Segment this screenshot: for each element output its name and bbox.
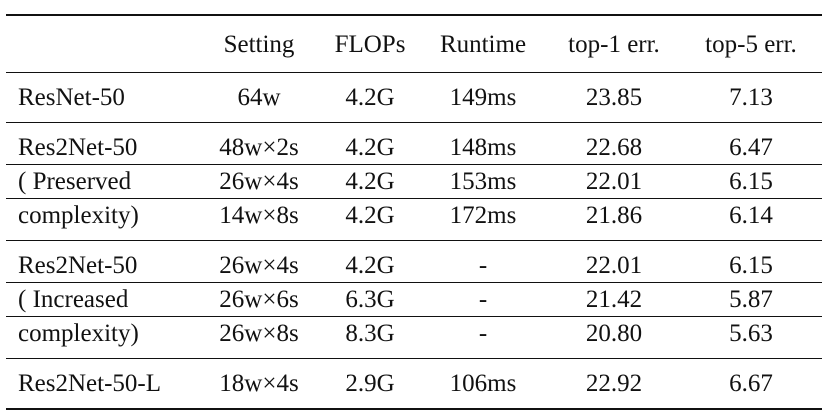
flops-cell: 4.2G [322, 240, 418, 283]
runtime-cell: 153ms [418, 164, 548, 199]
runtime-cell: 148ms [418, 122, 548, 165]
top5-err-cell: 6.15 [680, 240, 822, 283]
top1-err-cell: 22.01 [548, 240, 680, 283]
table-row: Res2Net-50 48w×2s 4.2G 148ms 22.68 6.47 [6, 122, 822, 165]
flops-cell: 4.2G [322, 164, 418, 199]
top1-err-cell: 20.80 [548, 316, 680, 359]
setting-cell: 48w×2s [196, 122, 322, 165]
top1-err-cell: 22.92 [548, 358, 680, 410]
model-cell: complexity) [6, 316, 196, 359]
setting-cell: 26w×4s [196, 164, 322, 199]
top1-err-cell: 21.42 [548, 282, 680, 317]
flops-cell: 8.3G [322, 316, 418, 359]
table-row: ( Preserved 26w×4s 4.2G 153ms 22.01 6.15 [6, 164, 822, 199]
header-row: Setting FLOPs Runtime top-1 err. top-5 e… [6, 14, 822, 73]
top1-err-cell: 22.01 [548, 164, 680, 199]
row-group: Res2Net-50-L 18w×4s 2.9G 106ms 22.92 6.67 [6, 358, 822, 410]
runtime-cell: 106ms [418, 358, 548, 410]
top5-err-cell: 5.87 [680, 282, 822, 317]
model-cell: complexity) [6, 198, 196, 241]
top1-err-cell: 21.86 [548, 198, 680, 241]
top5-err-cell: 6.15 [680, 164, 822, 199]
model-cell: Res2Net-50 [6, 240, 196, 283]
flops-cell: 4.2G [322, 122, 418, 165]
header-model [6, 14, 196, 73]
header-setting: Setting [196, 14, 322, 73]
table-row: ( Increased 26w×6s 6.3G -21.42 5.87 [6, 282, 822, 317]
header-top1-err: top-1 err. [548, 14, 680, 73]
header-runtime: Runtime [418, 14, 548, 73]
table-header: Setting FLOPs Runtime top-1 err. top-5 e… [6, 14, 822, 73]
flops-cell: 4.2G [322, 72, 418, 123]
top1-err-cell: 23.85 [548, 72, 680, 123]
header-flops: FLOPs [322, 14, 418, 73]
runtime-cell: - [418, 240, 548, 283]
model-cell: ( Preserved [6, 164, 196, 199]
top5-err-cell: 7.13 [680, 72, 822, 123]
setting-cell: 26w×4s [196, 240, 322, 283]
flops-cell: 4.2G [322, 198, 418, 241]
header-top5-err: top-5 err. [680, 14, 822, 73]
top5-err-cell: 6.14 [680, 198, 822, 241]
flops-cell: 6.3G [322, 282, 418, 317]
setting-cell: 26w×6s [196, 282, 322, 317]
setting-cell: 64w [196, 72, 322, 123]
table-row: Res2Net-50-L 18w×4s 2.9G 106ms 22.92 6.67 [6, 358, 822, 410]
model-cell: ResNet-50 [6, 72, 196, 123]
top5-err-cell: 6.47 [680, 122, 822, 165]
row-group: Res2Net-50 48w×2s 4.2G 148ms 22.68 6.47( Pres… [6, 122, 822, 241]
runtime-cell: - [418, 282, 548, 317]
table-row: Res2Net-50 26w×4s 4.2G -22.01 6.15 [6, 240, 822, 283]
row-group: Res2Net-50 26w×4s 4.2G -22.01 6.15( Increase… [6, 240, 822, 359]
runtime-cell: 149ms [418, 72, 548, 123]
model-cell: Res2Net-50-L [6, 358, 196, 410]
runtime-cell: - [418, 316, 548, 359]
setting-cell: 18w×4s [196, 358, 322, 410]
table-row: complexity) 26w×8s 8.3G -20.80 5.63 [6, 316, 822, 359]
runtime-cell: 172ms [418, 198, 548, 241]
flops-cell: 2.9G [322, 358, 418, 410]
results-table: Setting FLOPs Runtime top-1 err. top-5 e… [6, 14, 822, 410]
setting-cell: 14w×8s [196, 198, 322, 241]
table-row: complexity) 14w×8s 4.2G 172ms 21.86 6.14 [6, 198, 822, 241]
setting-cell: 26w×8s [196, 316, 322, 359]
top5-err-cell: 5.63 [680, 316, 822, 359]
model-cell: Res2Net-50 [6, 122, 196, 165]
row-group: ResNet-50 64w 4.2G 149ms 23.85 7.13 [6, 72, 822, 123]
table-row: ResNet-50 64w 4.2G 149ms 23.85 7.13 [6, 72, 822, 123]
top1-err-cell: 22.68 [548, 122, 680, 165]
top5-err-cell: 6.67 [680, 358, 822, 410]
model-cell: ( Increased [6, 282, 196, 317]
